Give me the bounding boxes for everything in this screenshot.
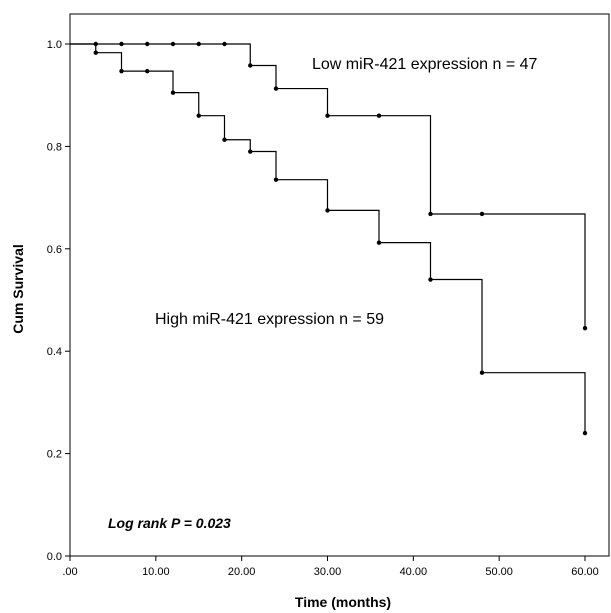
event-point — [273, 86, 279, 91]
high-expression-curve — [70, 43, 588, 436]
event-point — [325, 113, 330, 118]
y-tick-label: 0.6 — [47, 244, 62, 256]
y-tick-label: 0.8 — [47, 141, 62, 153]
x-tick-label: .00 — [62, 566, 77, 578]
event-point — [222, 137, 227, 142]
plot-frame — [69, 13, 610, 557]
event-point — [376, 240, 382, 245]
event-point — [248, 63, 253, 68]
censor-mark — [222, 41, 227, 47]
censor-mark — [145, 41, 150, 47]
x-axis: .00 10.00 20.00 30.00 40.00 50.00 60.00 — [62, 556, 599, 578]
y-tick-label: 0.2 — [47, 449, 62, 461]
event-point — [119, 68, 124, 74]
censor-mark — [479, 211, 485, 217]
event-point — [582, 430, 588, 436]
event-point — [428, 277, 433, 282]
event-point — [582, 325, 588, 331]
event-point — [428, 211, 433, 217]
y-tick-label: 1.0 — [47, 39, 62, 51]
event-point — [479, 370, 485, 375]
series-label-low: Low miR-421 expression n = 47 — [312, 56, 538, 73]
x-tick-label: 40.00 — [400, 566, 428, 578]
x-axis-title: Time (months) — [295, 594, 391, 610]
log-rank-annotation: Log rank P = 0.023 — [108, 515, 231, 531]
event-point — [93, 50, 98, 55]
censor-mark — [170, 41, 176, 47]
y-axis-title: Cum Survival — [10, 244, 26, 333]
low-expression-curve — [70, 41, 588, 331]
x-tick-label: 30.00 — [314, 566, 342, 578]
survival-curves — [70, 41, 588, 436]
event-point — [248, 149, 253, 154]
y-tick-label: 0.0 — [47, 551, 62, 563]
event-point — [273, 177, 279, 182]
event-point — [170, 90, 176, 95]
censor-mark — [196, 41, 201, 47]
event-point — [325, 208, 330, 213]
censor-mark — [145, 68, 150, 74]
x-tick-label: 60.00 — [571, 566, 599, 578]
event-point — [196, 113, 201, 118]
series-label-high: High miR-421 expression n = 59 — [155, 311, 384, 328]
y-tick-label: 0.4 — [47, 346, 62, 358]
censor-mark — [119, 41, 124, 47]
y-axis: 0.0 0.2 0.4 0.6 0.8 1.0 — [47, 39, 70, 563]
x-tick-label: 20.00 — [228, 566, 256, 578]
x-tick-label: 50.00 — [485, 566, 513, 578]
x-tick-label: 10.00 — [142, 566, 170, 578]
censor-mark — [376, 113, 382, 118]
